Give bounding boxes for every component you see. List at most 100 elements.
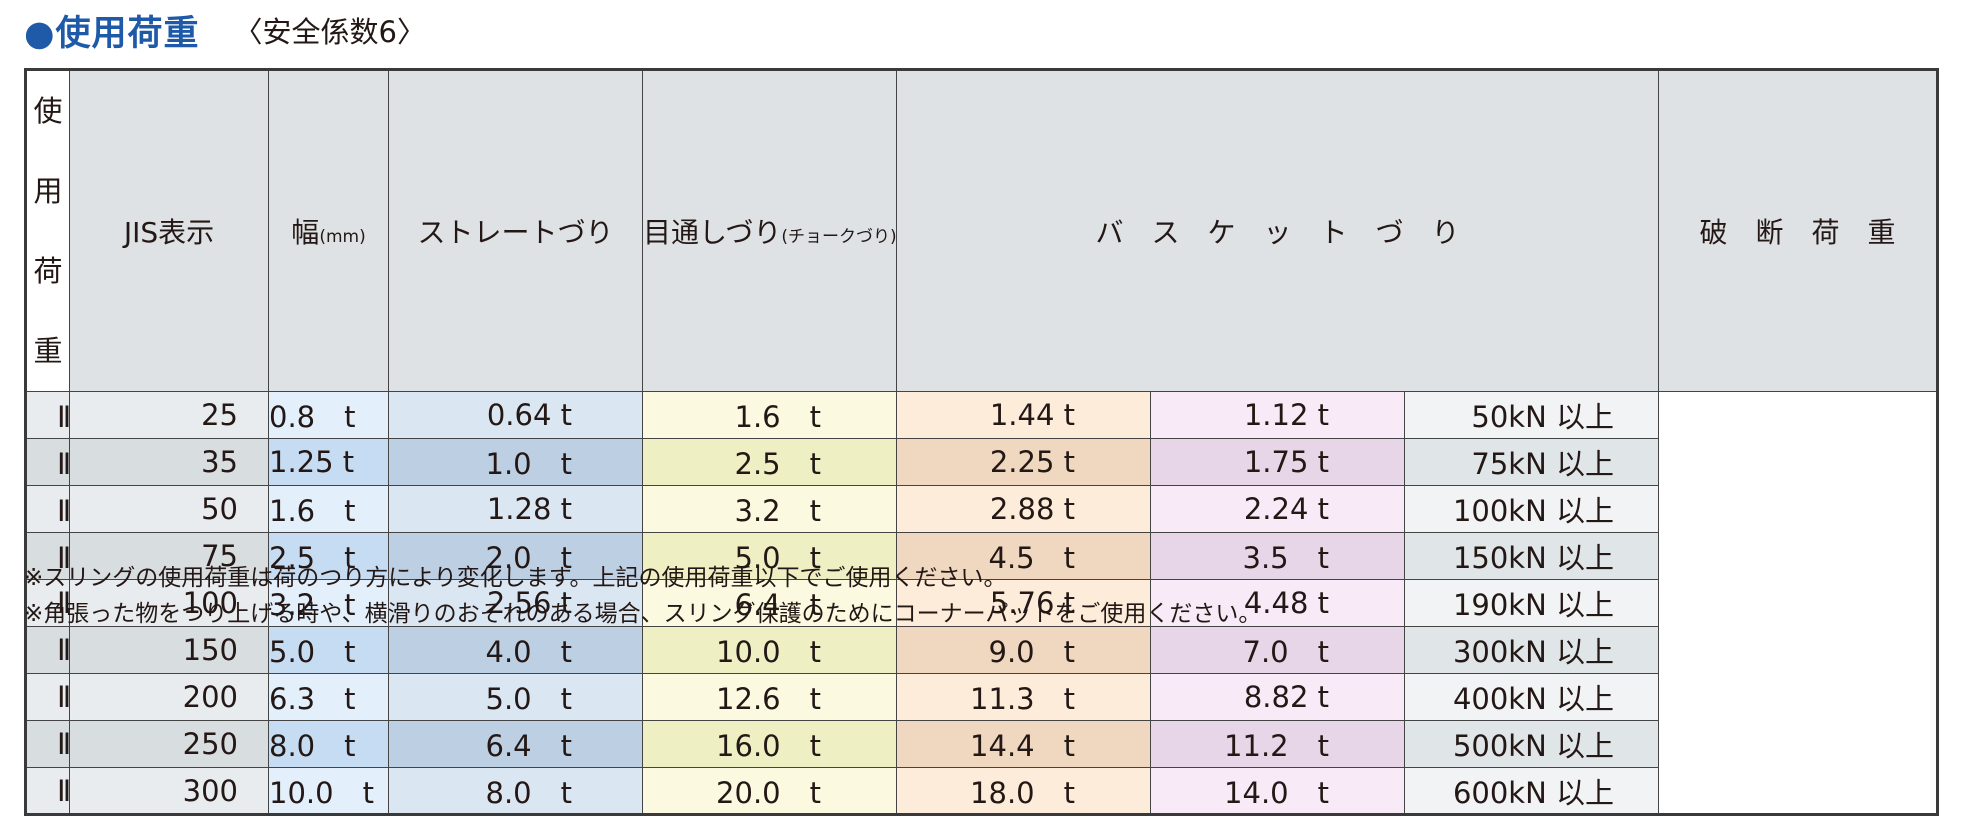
page-title: ●使用荷重	[24, 13, 200, 54]
header-width-label: 幅	[291, 216, 320, 249]
cell-basket-3: 1.12 t	[1150, 391, 1405, 439]
header-straight: ストレートづり	[388, 69, 643, 392]
side-label-char: 荷	[33, 254, 63, 288]
header-choke-label: 目通しづり	[643, 216, 782, 249]
cell-basket-1: 3.2 t	[642, 485, 897, 533]
cell-choke: 1.28 t	[388, 485, 643, 533]
cell-basket-3: 4.48 t	[1150, 579, 1405, 627]
cell-basket-2: 4.5 t	[896, 532, 1151, 580]
cell-basket-2: 9.0 t	[896, 626, 1151, 674]
cell-jis: ⅢE− 35	[25, 438, 70, 486]
header-width-unit: (mm)	[319, 227, 366, 247]
cell-straight: 3.2 t	[268, 579, 389, 627]
header-breaking: 破 断 荷 重	[1658, 69, 1938, 392]
cell-choke: 0.64 t	[388, 391, 643, 439]
cell-straight: 5.0 t	[268, 626, 389, 674]
cell-jis: ⅢE−150	[25, 626, 70, 674]
footnotes: ※スリングの使用荷重は荷のつり方により変化します。上記の使用荷重以下でご使用くだ…	[24, 560, 1261, 632]
cell-width: 75	[69, 532, 269, 580]
cell-breaking: 500kN 以上	[1404, 720, 1659, 768]
cell-jis: ⅢE− 50	[25, 485, 70, 533]
cell-breaking: 600kN 以上	[1404, 767, 1659, 815]
cell-breaking: 100kN 以上	[1404, 485, 1659, 533]
cell-width: 200	[69, 673, 269, 721]
table-row: ⅢE−100 100 3.2 t 2.56 t 6.4 t 5.76 t 4.4…	[25, 579, 1938, 627]
cell-choke: 4.0 t	[388, 626, 643, 674]
cell-breaking: 50kN 以上	[1404, 391, 1659, 439]
cell-straight: 6.3 t	[268, 673, 389, 721]
cell-basket-2: 2.25 t	[896, 438, 1151, 486]
cell-basket-1: 5.0 t	[642, 532, 897, 580]
cell-straight: 10.0 t	[268, 767, 389, 815]
cell-width: 250	[69, 720, 269, 768]
table-row: ⅢE−200 200 6.3 t 5.0 t 12.6 t 11.3 t 8.8…	[25, 673, 1938, 721]
cell-choke: 1.0 t	[388, 438, 643, 486]
cell-basket-1: 12.6 t	[642, 673, 897, 721]
footnote: ※角張った物をつり上げる時や、横滑りのおそれのある場合、スリング保護のためにコー…	[24, 601, 1262, 627]
table-row: ⅢE−250 250 8.0 t 6.4 t 16.0 t 14.4 t 11.…	[25, 720, 1938, 768]
side-label-char: 使	[33, 94, 63, 128]
cell-jis: ⅢE−300	[25, 767, 70, 815]
cell-basket-3: 2.24 t	[1150, 485, 1405, 533]
header-choke: 目通しづり(チョークづり)	[642, 69, 897, 392]
cell-jis: ⅢE−200	[25, 673, 70, 721]
cell-choke: 2.56 t	[388, 579, 643, 627]
table-row: ⅢE− 35 35 1.25 t 1.0 t 2.5 t 2.25 t 1.75…	[25, 438, 1938, 486]
cell-basket-2: 18.0 t	[896, 767, 1151, 815]
cell-basket-1: 16.0 t	[642, 720, 897, 768]
cell-breaking: 400kN 以上	[1404, 673, 1659, 721]
header-basket: バ ス ケ ッ ト づ り	[896, 69, 1659, 392]
table-row: ⅢE−300 300 10.0 t 8.0 t 20.0 t 18.0 t 14…	[25, 767, 1938, 815]
cell-breaking: 190kN 以上	[1404, 579, 1659, 627]
cell-basket-1: 2.5 t	[642, 438, 897, 486]
cell-basket-3: 14.0 t	[1150, 767, 1405, 815]
cell-choke: 5.0 t	[388, 673, 643, 721]
header-width: 幅(mm)	[268, 69, 389, 392]
side-label: 使 用 荷 重	[25, 69, 70, 392]
cell-straight: 1.25 t	[268, 438, 389, 486]
cell-jis: ⅢE− 75	[25, 532, 70, 580]
cell-basket-2: 11.3 t	[896, 673, 1151, 721]
safety-factor-subtitle: 〈安全係数6〉	[233, 15, 426, 49]
cell-breaking: 75kN 以上	[1404, 438, 1659, 486]
cell-basket-1: 1.6 t	[642, 391, 897, 439]
cell-basket-3: 8.82 t	[1150, 673, 1405, 721]
cell-basket-3: 3.5 t	[1150, 532, 1405, 580]
header-choke-sub: (チョークづり)	[781, 227, 897, 247]
header-row: 使 用 荷 重 JIS表示 幅(mm) ストレートづり 目通しづり(チョークづり…	[25, 69, 1938, 392]
cell-basket-3: 11.2 t	[1150, 720, 1405, 768]
cell-width: 35	[69, 438, 269, 486]
table-row: ⅢE− 25 25 0.8 t 0.64 t 1.6 t 1.44 t 1.12…	[25, 391, 1938, 439]
cell-width: 100	[69, 579, 269, 627]
table-row: ⅢE−150 150 5.0 t 4.0 t 10.0 t 9.0 t 7.0 …	[25, 626, 1938, 674]
side-label-char: 重	[33, 334, 63, 368]
cell-straight: 8.0 t	[268, 720, 389, 768]
load-table-container: 使 用 荷 重 JIS表示 幅(mm) ストレートづり 目通しづり(チョークづり…	[24, 68, 1939, 816]
cell-basket-2: 2.88 t	[896, 485, 1151, 533]
table-row: ⅢE− 75 75 2.5 t 2.0 t 5.0 t 4.5 t 3.5 t …	[25, 532, 1938, 580]
cell-basket-2: 1.44 t	[896, 391, 1151, 439]
cell-width: 300	[69, 767, 269, 815]
side-label-char: 用	[33, 174, 63, 208]
header-jis: JIS表示	[69, 69, 269, 392]
cell-width: 50	[69, 485, 269, 533]
cell-choke: 6.4 t	[388, 720, 643, 768]
working-load-table: 使 用 荷 重 JIS表示 幅(mm) ストレートづり 目通しづり(チョークづり…	[24, 68, 1939, 816]
page-header: ●使用荷重 〈安全係数6〉	[24, 4, 426, 56]
cell-basket-2: 14.4 t	[896, 720, 1151, 768]
cell-straight: 0.8 t	[268, 391, 389, 439]
cell-basket-3: 7.0 t	[1150, 626, 1405, 674]
cell-breaking: 150kN 以上	[1404, 532, 1659, 580]
cell-basket-1: 20.0 t	[642, 767, 897, 815]
cell-choke: 8.0 t	[388, 767, 643, 815]
cell-jis: ⅢE− 25	[25, 391, 70, 439]
cell-basket-1: 10.0 t	[642, 626, 897, 674]
table-row: ⅢE− 50 50 1.6 t 1.28 t 3.2 t 2.88 t 2.24…	[25, 485, 1938, 533]
cell-width: 150	[69, 626, 269, 674]
cell-width: 25	[69, 391, 269, 439]
cell-straight: 1.6 t	[268, 485, 389, 533]
cell-basket-3: 1.75 t	[1150, 438, 1405, 486]
cell-breaking: 300kN 以上	[1404, 626, 1659, 674]
cell-jis: ⅢE−250	[25, 720, 70, 768]
cell-basket-2: 5.76 t	[896, 579, 1151, 627]
